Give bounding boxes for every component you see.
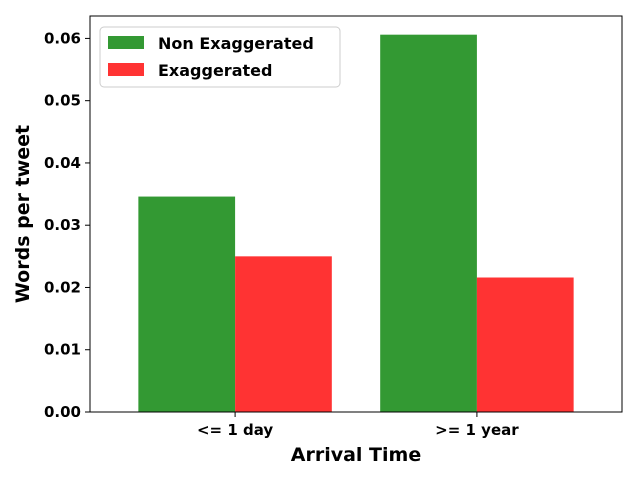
x-tick-label: <= 1 day [197,421,273,439]
bar-non-exaggerated-1-year [380,34,477,412]
bar-non-exaggerated-1-day [138,196,236,412]
y-tick-label: 0.06 [44,29,81,47]
bar-exaggerated-1-day [235,256,332,412]
bar-exaggerated-1-year [476,277,574,412]
y-axis-ticks: 0.00 0.01 0.02 0.03 0.04 0.05 0.06 [44,29,90,421]
y-tick-label: 0.01 [44,341,81,359]
legend-swatch-exaggerated [108,63,144,76]
y-tick-label: 0.03 [44,216,81,234]
y-tick-label: 0.00 [44,403,81,421]
x-axis-label: Arrival Time [291,444,421,466]
y-tick-label: 0.05 [44,92,81,110]
y-axis-label: Words per tweet [12,125,34,303]
legend-label-exaggerated: Exaggerated [158,61,272,80]
legend-box [99,26,341,88]
plot-frame [89,15,623,413]
legend-label-non-exaggerated: Non Exaggerated [158,34,314,53]
legend: Non Exaggerated Exaggerated [99,26,341,88]
bars-group [138,34,574,412]
legend-swatch-non-exaggerated [108,36,144,49]
y-tick-label: 0.04 [44,154,81,172]
y-tick-label: 0.02 [44,278,81,296]
x-tick-label: >= 1 year [435,421,519,439]
x-axis-ticks: <= 1 day >= 1 year [197,412,519,439]
